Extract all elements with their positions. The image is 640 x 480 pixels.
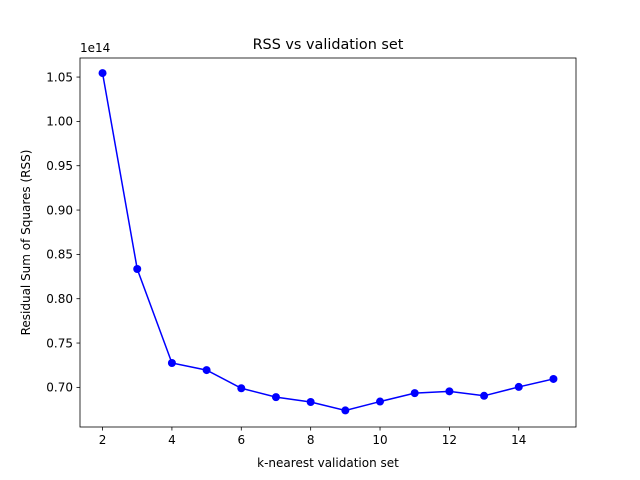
- y-tick-label: 1.00: [46, 115, 73, 129]
- y-axis-ticks: 0.70 0.75 0.80 0.85 0.90 0.95 1.00 1.05: [46, 70, 80, 395]
- y-axis-offset-label: 1e14: [80, 41, 110, 55]
- y-tick-label: 0.70: [46, 381, 73, 395]
- x-tick-label: 12: [442, 433, 457, 447]
- plot-frame: [79, 57, 577, 428]
- x-tick-label: 2: [99, 433, 107, 447]
- data-point: [306, 397, 315, 406]
- chart-title: RSS vs validation set: [253, 37, 404, 53]
- x-axis-label: k-nearest validation set: [257, 456, 399, 470]
- y-tick-label: 0.80: [46, 292, 73, 306]
- data-point: [271, 393, 280, 402]
- data-point: [410, 389, 419, 398]
- y-tick-label: 0.85: [46, 248, 73, 262]
- data-point: [237, 384, 246, 393]
- y-tick-label: 0.90: [46, 203, 73, 217]
- y-tick-label: 1.05: [46, 70, 73, 84]
- data-point: [480, 391, 489, 400]
- data-point: [445, 387, 454, 396]
- x-tick-label: 4: [168, 433, 176, 447]
- data-point: [202, 366, 211, 375]
- x-tick-label: 10: [372, 433, 387, 447]
- x-tick-label: 8: [307, 433, 315, 447]
- series-line: [101, 72, 554, 412]
- x-tick-label: 14: [511, 433, 526, 447]
- y-axis-label: Residual Sum of Squares (RSS): [19, 150, 33, 336]
- y-tick-label: 0.95: [46, 159, 73, 173]
- data-point: [98, 69, 107, 78]
- series-layer: [98, 69, 558, 415]
- x-tick-label: 6: [237, 433, 245, 447]
- data-point: [376, 397, 385, 406]
- data-point: [341, 406, 350, 415]
- data-point: [549, 374, 558, 383]
- data-point: [133, 265, 142, 274]
- y-tick-label: 0.75: [46, 336, 73, 350]
- x-axis-ticks: 2 4 6 8 10 12 14: [99, 427, 526, 447]
- data-point: [167, 358, 176, 367]
- data-point: [514, 382, 523, 391]
